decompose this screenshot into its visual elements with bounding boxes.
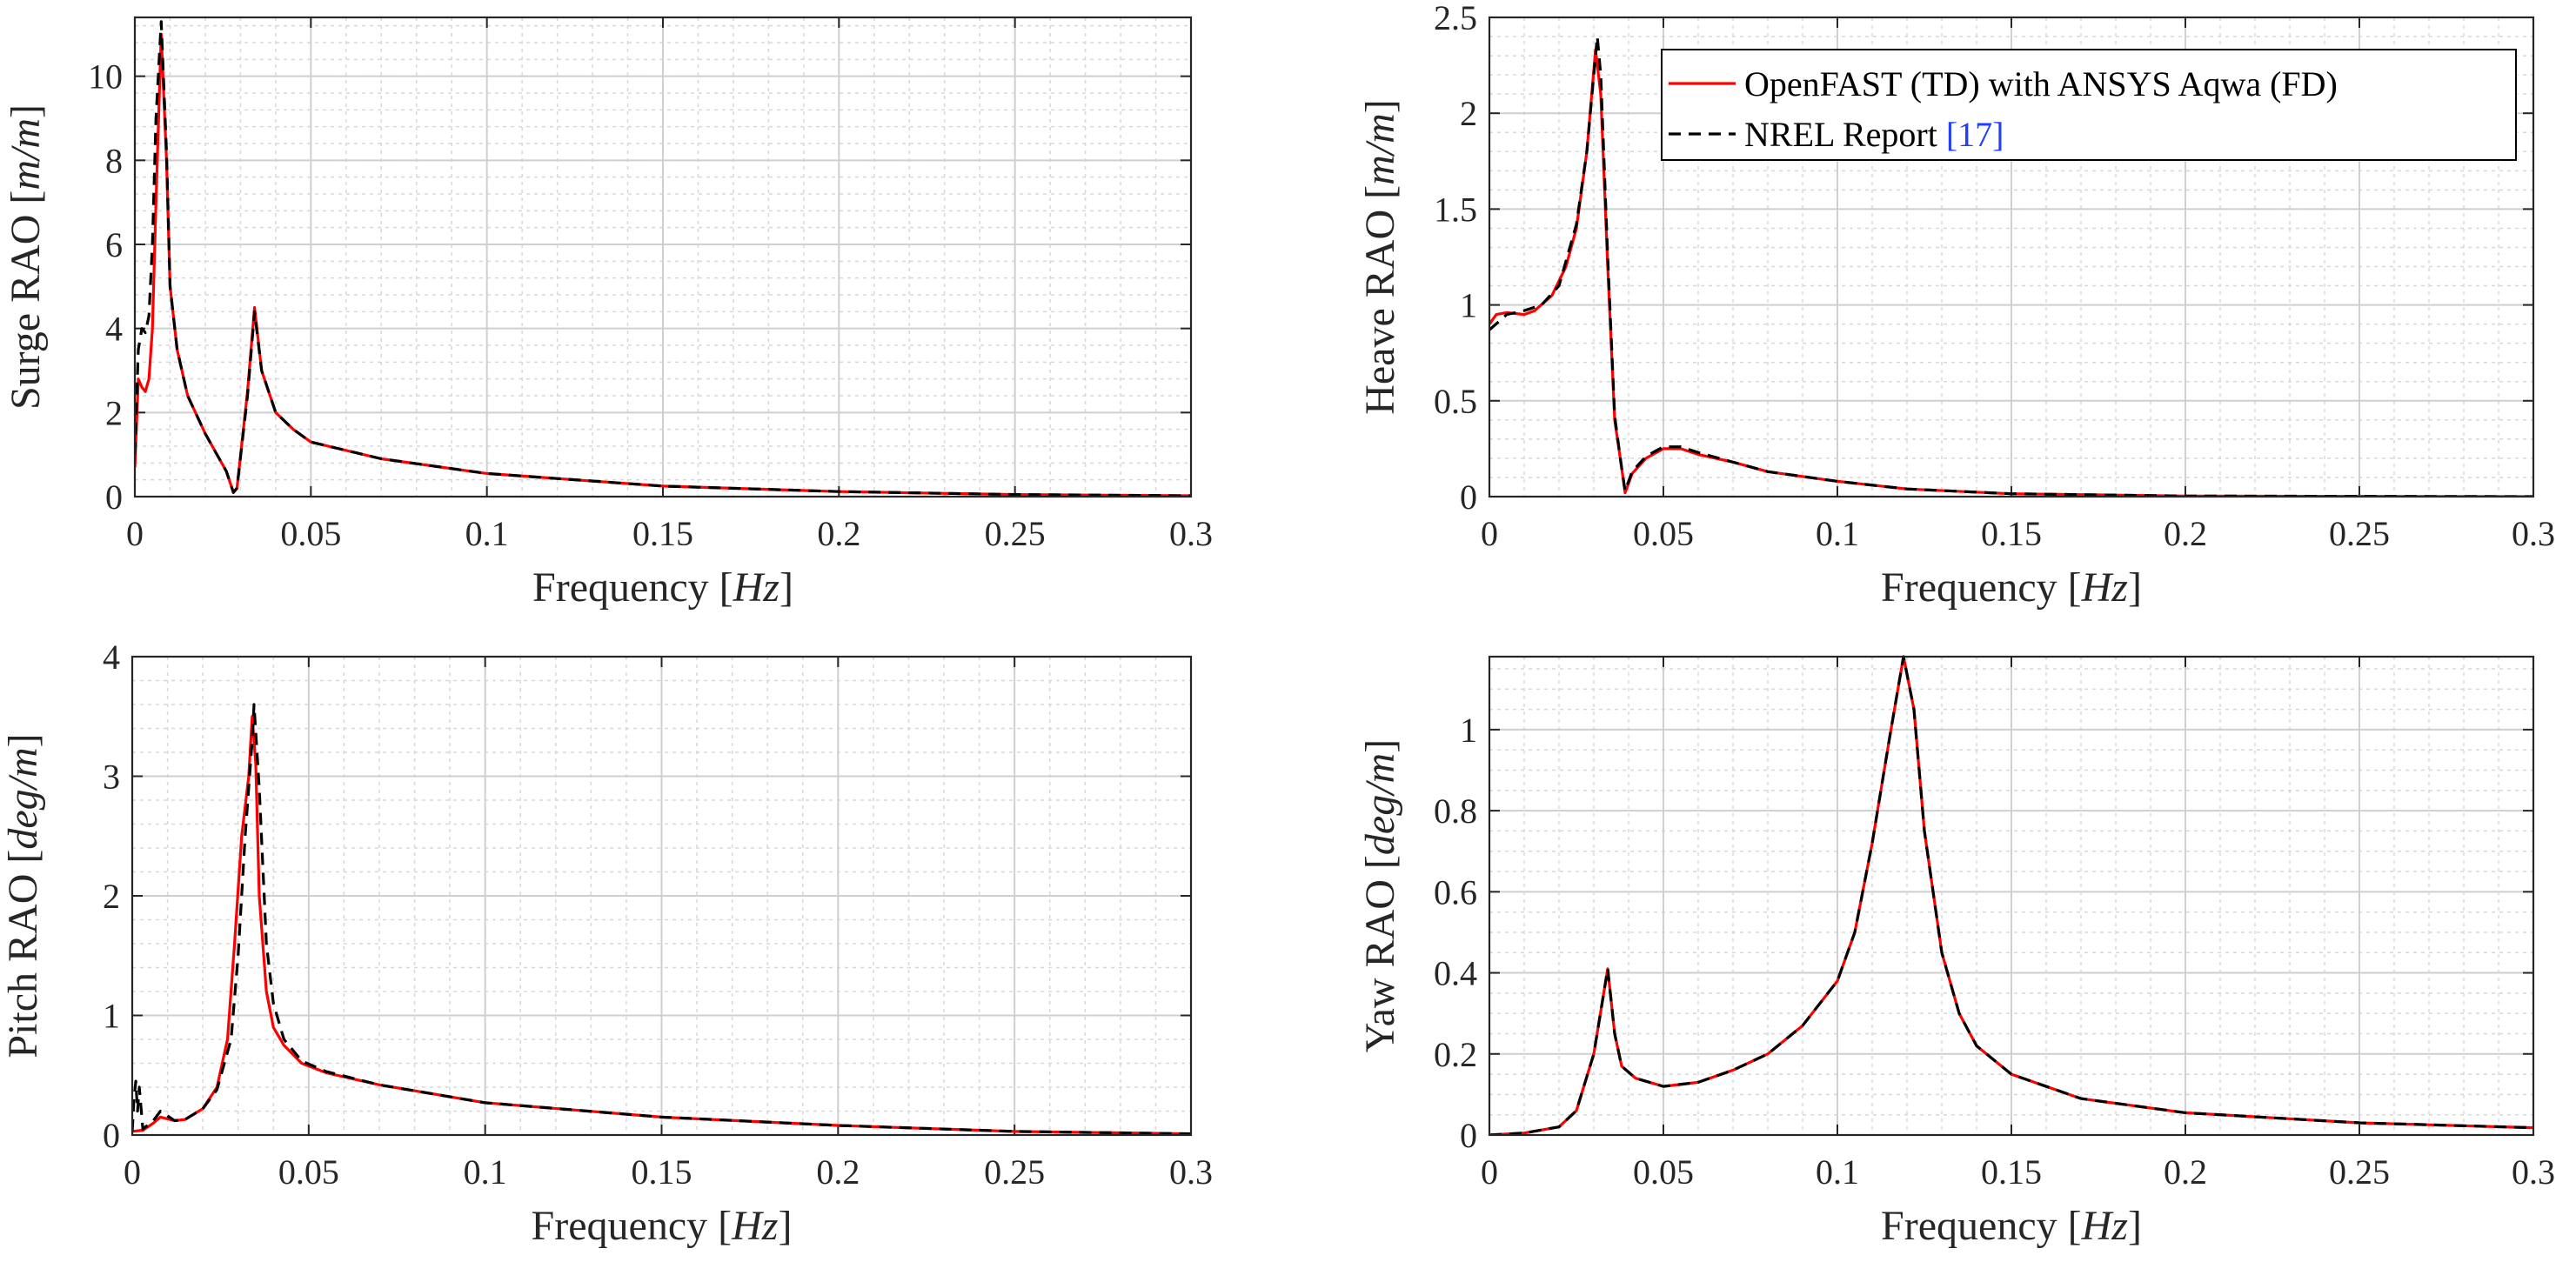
yaw-panel: 0 0.05 0.1 0.15 0.2 0.25 0.3 0 0.2 0.4 0.6 0.8 1 Freq…: [1357, 655, 2555, 1249]
y-tick-label: 6: [105, 225, 123, 264]
pitch-panel: 0 0.05 0.1 0.15 0.2 0.25 0.3 0 1 2 3 4 Frequency [Hz…: [0, 638, 1213, 1249]
y-axis-label: Yaw RAO [deg/m]: [1357, 739, 1403, 1052]
y-tick-label: 3: [103, 758, 120, 797]
y-tick-label: 0.6: [1434, 872, 1477, 911]
x-tick-label: 0.25: [984, 1152, 1045, 1192]
y-tick-label: 4: [103, 638, 120, 677]
x-tick-label: 0.05: [1633, 1152, 1694, 1192]
x-tick-label: 0.1: [1816, 1152, 1859, 1192]
y-tick-label: 10: [88, 57, 123, 97]
x-tick-label: 0.3: [1169, 1152, 1213, 1192]
x-tick-label: 0.15: [1981, 1152, 2042, 1192]
x-tick-label: 0.25: [2329, 1152, 2390, 1192]
y-tick-label: 0.5: [1434, 382, 1477, 421]
axes-frame: [1488, 16, 2535, 498]
y-tick-label: 1: [1460, 711, 1477, 750]
x-tick-label: 0.2: [817, 514, 860, 553]
x-axis-label: Frequency [Hz]: [532, 564, 793, 611]
x-tick-label: 0.15: [632, 514, 693, 553]
series-line-nrel: [1489, 655, 2533, 1135]
y-tick-label: 2.5: [1434, 0, 1477, 37]
y-tick-label: 4: [105, 310, 123, 349]
x-tick-label: 0.2: [2164, 1152, 2207, 1192]
x-axis-label: Frequency [Hz]: [1881, 1203, 2142, 1249]
y-tick-label: 8: [105, 141, 123, 180]
x-tick-label: 0.05: [278, 1152, 339, 1192]
y-tick-label: 0.8: [1434, 791, 1477, 831]
x-tick-label: 0: [1481, 1152, 1498, 1192]
x-tick-label: 0.05: [1633, 514, 1694, 553]
x-tick-label: 0.1: [465, 514, 509, 553]
legend: OpenFAST (TD) with ANSYS Aqwa (FD) NREL R…: [1661, 49, 2517, 161]
x-tick-label: 0.3: [2512, 1152, 2555, 1192]
x-axis-label: Frequency [Hz]: [1881, 564, 2142, 611]
x-tick-label: 0.25: [985, 514, 1046, 553]
x-tick-label: 0.2: [2164, 514, 2207, 553]
surge-panel: 0 0.05 0.1 0.15 0.2 0.25 0.3 0 2 4 6 8 10 Frequency […: [3, 16, 1213, 611]
x-tick-label: 0.2: [816, 1152, 860, 1192]
y-tick-label: 1: [1460, 286, 1477, 325]
y-tick-label: 2: [103, 877, 120, 916]
x-axis-label: Frequency [Hz]: [532, 1203, 793, 1249]
y-axis-label: Heave RAO [m/m]: [1357, 99, 1403, 415]
legend-box: [1661, 49, 2517, 161]
y-tick-label: 2: [105, 393, 123, 432]
y-tick-label: 0: [105, 477, 123, 517]
x-tick-label: 0.3: [1169, 514, 1213, 553]
y-tick-label: 0.2: [1434, 1035, 1477, 1074]
x-tick-label: 0: [126, 514, 144, 553]
x-tick-label: 0.15: [632, 1152, 693, 1192]
x-tick-label: 0.1: [1816, 514, 1859, 553]
y-tick-label: 0: [1460, 1116, 1477, 1155]
axes-frame: [130, 655, 1193, 1137]
y-tick-label: 0.4: [1434, 954, 1477, 993]
legend-entry-label: NREL Report [17]: [1744, 115, 2004, 154]
y-tick-label: 1.5: [1434, 190, 1477, 229]
y-tick-label: 2: [1460, 94, 1477, 133]
axes-frame: [133, 16, 1193, 498]
legend-entry-label: OpenFAST (TD) with ANSYS Aqwa (FD): [1744, 64, 2338, 103]
y-axis-label: Surge RAO [m/m]: [3, 104, 49, 410]
x-tick-label: 0.25: [2329, 514, 2390, 553]
y-axis-label: Pitch RAO [deg/m]: [0, 733, 46, 1058]
series-line-nrel: [1489, 35, 2533, 497]
x-tick-label: 0: [124, 1152, 141, 1192]
y-tick-label: 0: [1460, 477, 1477, 517]
x-tick-label: 0.15: [1981, 514, 2042, 553]
x-tick-label: 0: [1481, 514, 1498, 553]
series-line-nrel: [135, 20, 1191, 497]
x-tick-label: 0.05: [280, 514, 341, 553]
axes-frame: [1488, 655, 2535, 1137]
x-tick-label: 0.1: [464, 1152, 507, 1192]
y-tick-label: 1: [103, 997, 120, 1036]
x-tick-label: 0.3: [2512, 514, 2555, 553]
y-tick-label: 0: [103, 1116, 120, 1155]
